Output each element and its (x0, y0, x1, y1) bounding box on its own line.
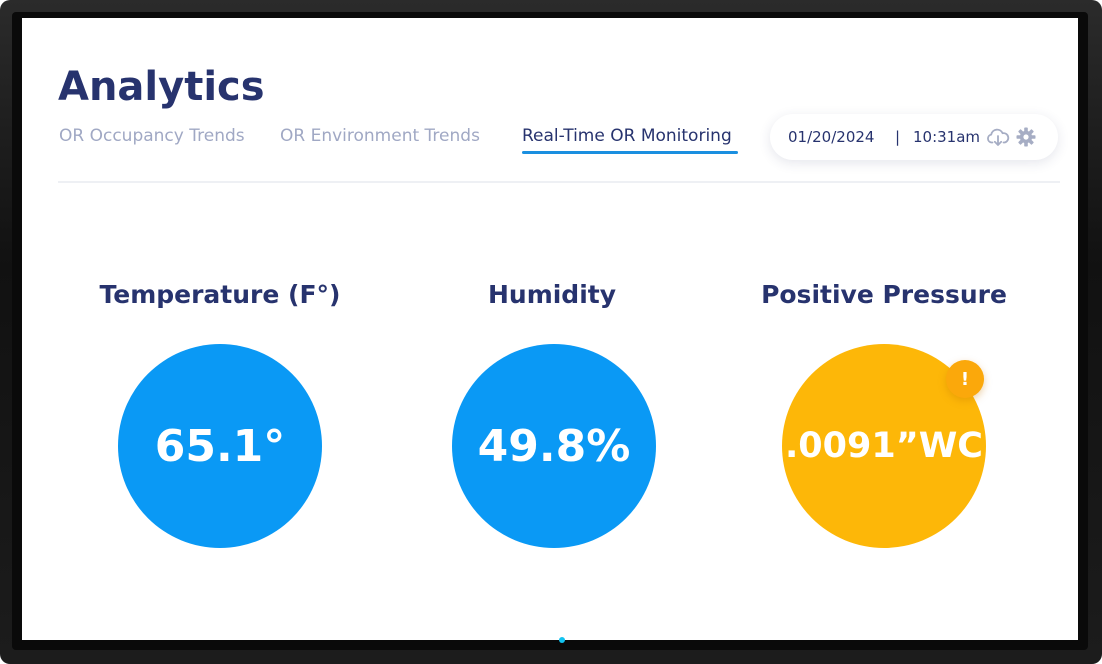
cloud-download-icon[interactable] (986, 126, 1010, 148)
header-divider (58, 181, 1060, 183)
temperature-gauge: 65.1° (118, 344, 322, 548)
current-time: 10:31am (913, 128, 981, 146)
tab-real-time-or-monitoring[interactable]: Real-Time OR Monitoring (522, 126, 732, 146)
positive-pressure-value: .0091”WC (784, 426, 983, 466)
temperature-metric: Temperature (F°) 65.1° (60, 280, 380, 560)
alert-icon[interactable]: ! (946, 360, 984, 398)
power-indicator-light (559, 637, 565, 643)
humidity-metric: Humidity 49.8% (392, 280, 712, 560)
temperature-title: Temperature (F°) (99, 280, 341, 309)
active-tab-indicator (522, 151, 738, 154)
date-time-separator: | (895, 128, 901, 146)
temperature-value: 65.1° (154, 420, 286, 472)
humidity-gauge: 49.8% (452, 344, 656, 548)
current-date: 01/20/2024 (788, 128, 875, 146)
positive-pressure-title: Positive Pressure (761, 280, 1007, 309)
humidity-title: Humidity (487, 280, 617, 309)
page-title: Analytics (58, 64, 265, 110)
screen: Analytics OR Occupancy Trends OR Environ… (22, 18, 1078, 640)
tab-or-environment-trends[interactable]: OR Environment Trends (280, 126, 480, 146)
tab-or-occupancy-trends[interactable]: OR Occupancy Trends (59, 126, 245, 146)
humidity-value: 49.8% (477, 420, 631, 472)
gear-icon[interactable] (1015, 126, 1039, 148)
positive-pressure-metric: Positive Pressure .0091”WC (724, 280, 1044, 560)
datetime-panel: 01/20/2024 | 10:31am (770, 114, 1058, 160)
